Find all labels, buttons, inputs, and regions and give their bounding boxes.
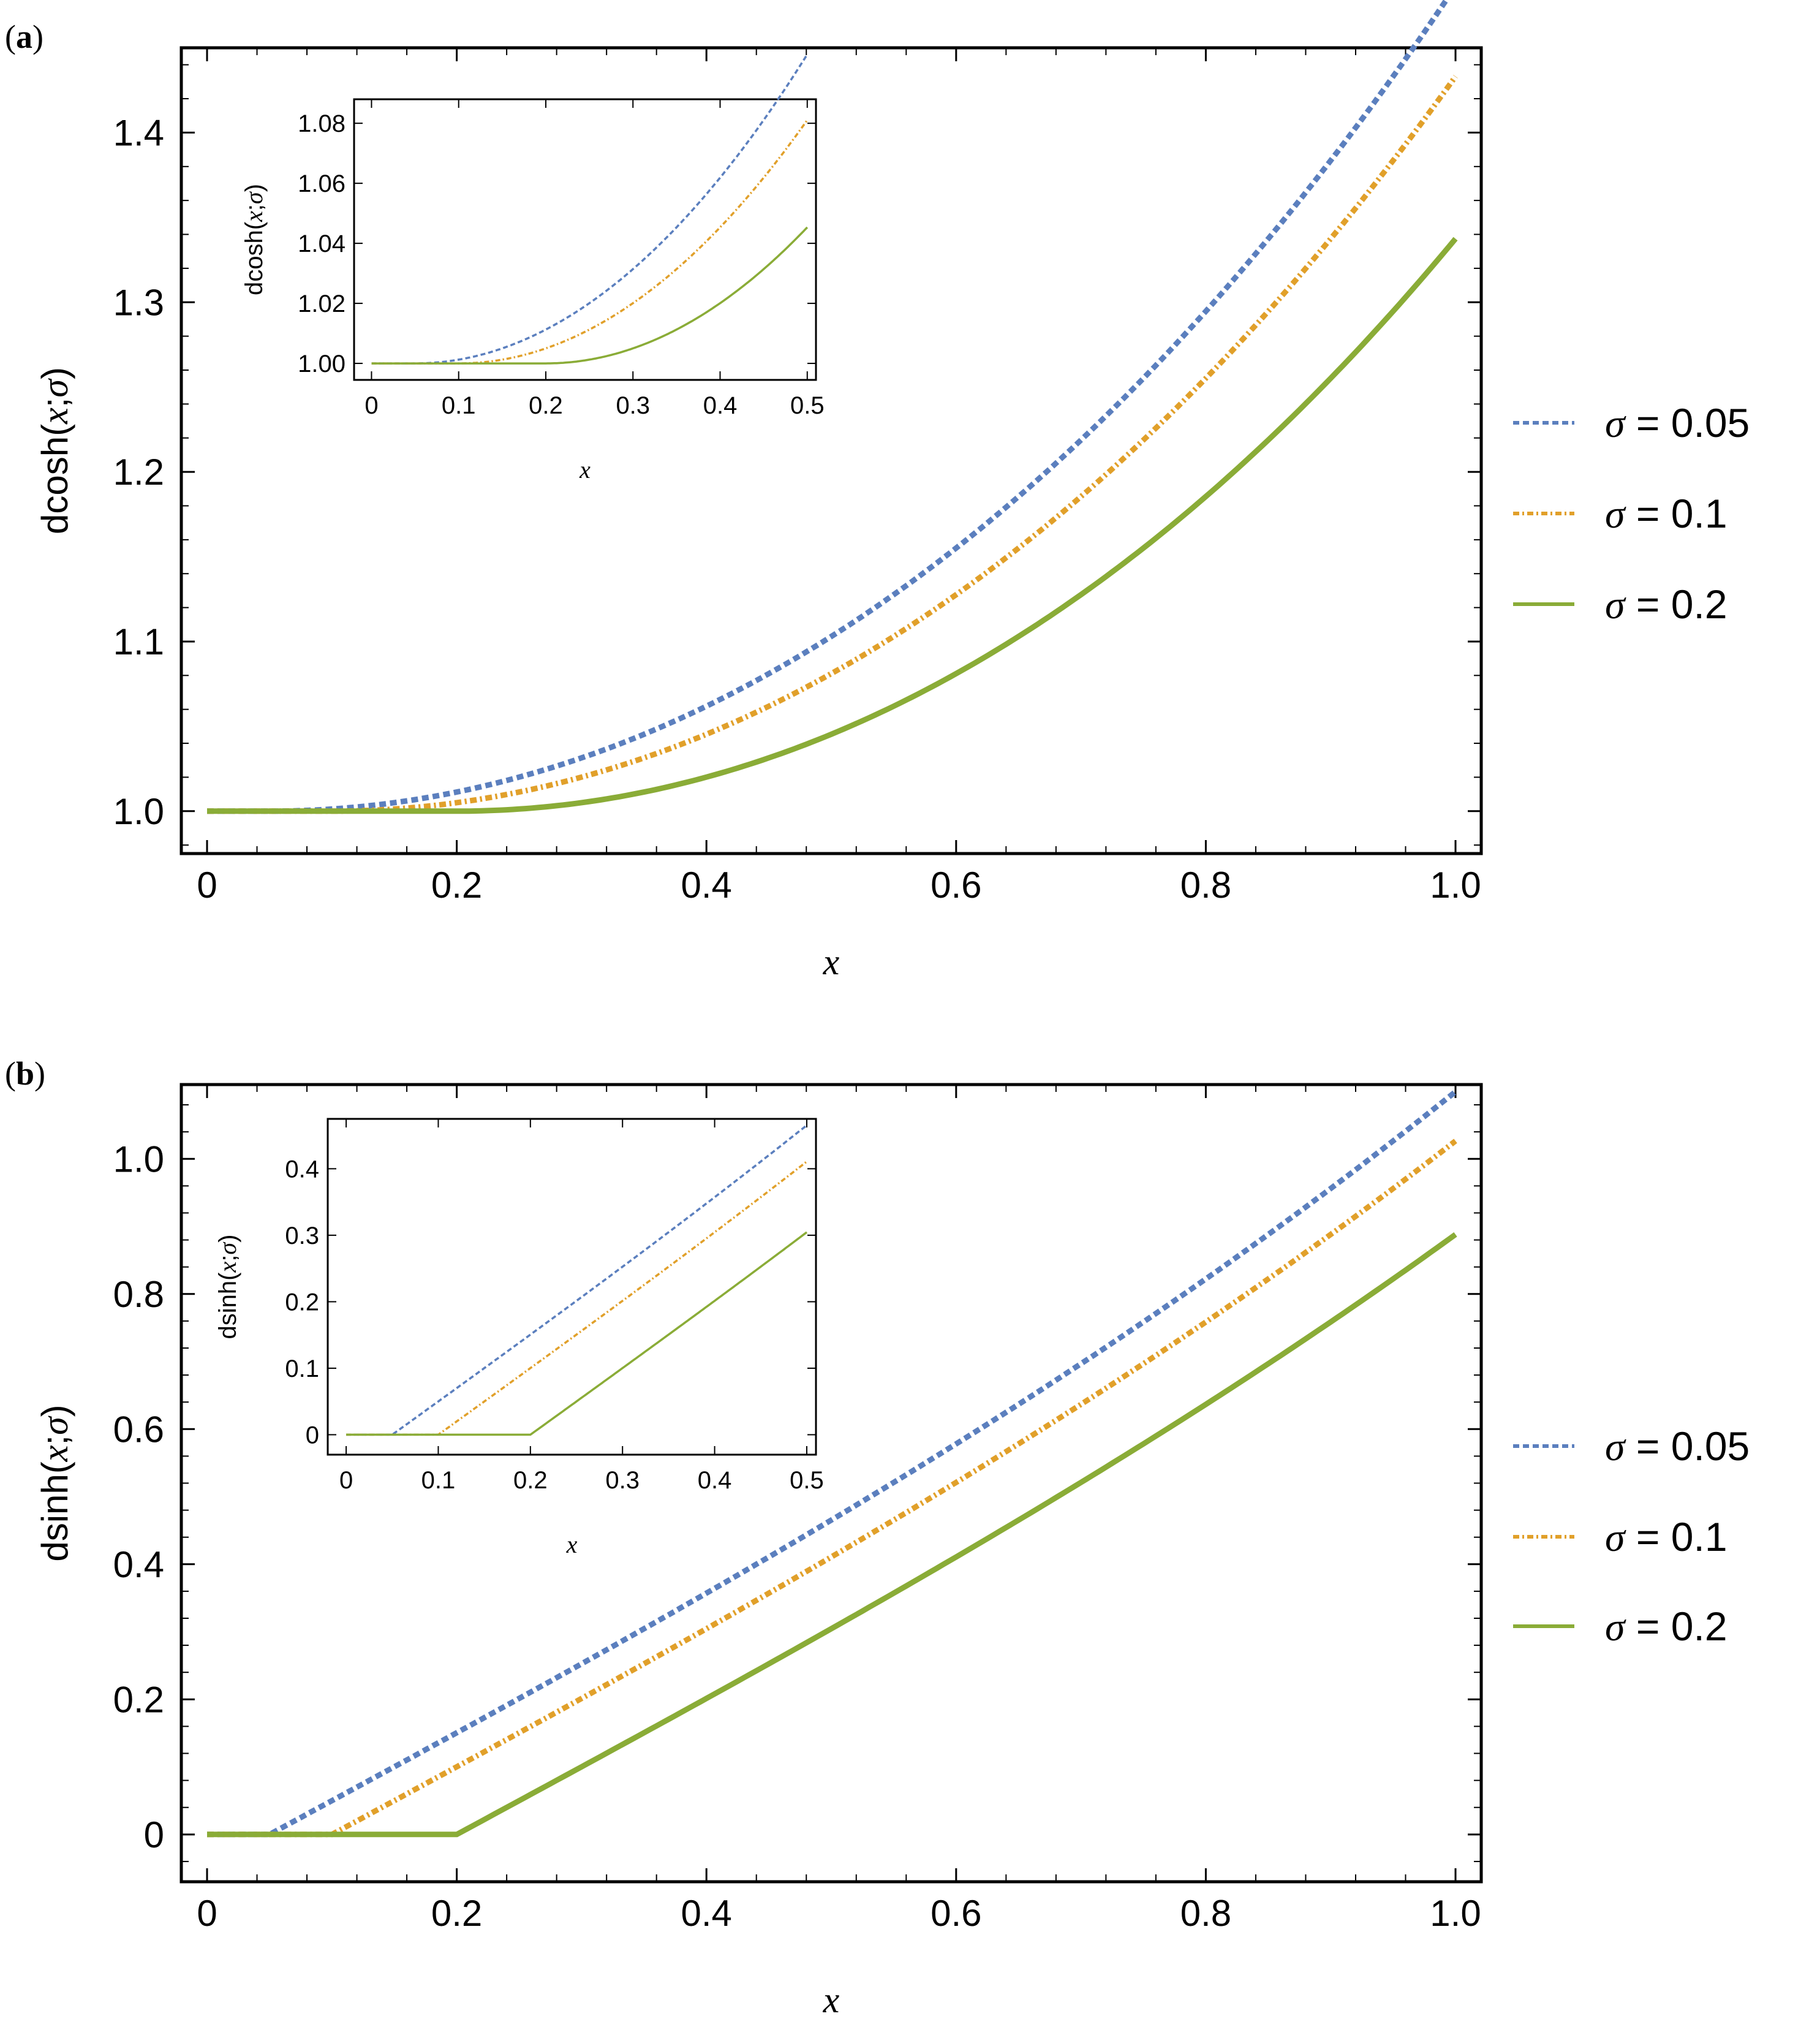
inset-frame [353,98,817,381]
legend-sigma: σ [1605,492,1626,537]
y-tick-label: 1.4 [113,112,164,153]
series-line-2 [207,1232,1457,1838]
inset-series-line-0 [346,1124,808,1436]
legend-sigma: σ [1605,583,1626,627]
inset-x-tick-label: 0.5 [790,392,825,419]
inset-x-tick-label: 0.2 [513,1467,548,1494]
y-tick-label: 0.8 [113,1274,164,1315]
inset-series-line-2 [346,1231,808,1436]
inset-x-tick-label: 0 [364,392,378,419]
inset-x-tick-label: 0.1 [442,392,476,419]
inset-x-axis-title: x [579,456,591,483]
y-tick-label: 1.0 [113,1138,164,1180]
x-tick-label: 0.6 [931,1893,981,1934]
inset-y-tick-label: 0.4 [285,1156,319,1183]
legend-value: = 0.2 [1625,581,1727,627]
inset-x-axis-title: x [566,1531,578,1558]
inset-y-axis-title: dsinh(x;σ) [214,1235,241,1339]
legend-label-0: σ = 0.05 [1605,400,1750,446]
inset-y-tick-label: 1.00 [298,350,345,377]
plot-frame [179,46,1483,855]
inset-x-tick-label: 0 [339,1467,353,1494]
inset-series-line-1 [346,1161,808,1436]
panel-letter: (a) [5,18,43,55]
x-tick-label: 1.0 [1430,865,1481,906]
y-tick-label: 1.2 [113,452,164,493]
legend-label-1: σ = 0.1 [1605,491,1727,537]
inset-y-tick-label: 1.08 [298,110,345,137]
y-tick-label: 1.0 [113,791,164,832]
x-tick-label: 0 [197,1893,217,1934]
y-tick-label: 0.4 [113,1544,164,1585]
y-tick-label: 0 [144,1814,164,1855]
x-axis-title: x [823,942,840,982]
legend-sigma: σ [1605,401,1626,446]
x-tick-label: 0.4 [681,1893,731,1934]
legend-label-2: σ = 0.2 [1605,1604,1727,1650]
inset-y-tick-label: 0 [306,1422,319,1449]
inset-y-tick-label: 1.06 [298,170,345,197]
x-tick-label: 0.8 [1180,1893,1231,1934]
inset-y-tick-label: 0.1 [285,1355,319,1382]
legend-label-1: σ = 0.1 [1605,1514,1727,1560]
y-tick-label: 1.1 [113,621,164,662]
inset-y-tick-label: 1.04 [298,230,345,257]
inset-x-tick-label: 0.3 [616,392,650,419]
x-tick-label: 0.8 [1180,865,1231,906]
inset-y-tick-label: 0.3 [285,1222,319,1249]
inset-y-axis-title: dcosh(x;σ) [240,184,268,295]
x-tick-label: 0 [197,865,217,906]
inset-y-tick-label: 1.02 [298,290,345,317]
series-line-2 [207,237,1458,814]
inset-x-tick-label: 0.1 [421,1467,456,1494]
panel-letter-text: b [16,1055,34,1092]
inset-x-tick-label: 0.3 [605,1467,640,1494]
legend: σ = 0.05σ = 0.1σ = 0.2 [1513,400,1750,627]
legend-label-0: σ = 0.05 [1605,1423,1750,1469]
y-axis-title: dsinh(x;σ) [34,1404,75,1561]
legend: σ = 0.05σ = 0.1σ = 0.2 [1513,1423,1750,1650]
x-tick-label: 0.2 [431,865,482,906]
y-tick-label: 0.2 [113,1679,164,1720]
inset: 0 0.1 0.2 0.3 0.4 0.5 0 0.1 0.2 0.3 0.4 x dsinh(x;σ) [214,1118,824,1558]
legend-value: = 0.2 [1625,1604,1727,1649]
series-line-1 [207,75,1458,814]
legend-value: = 0.1 [1625,1514,1727,1559]
x-tick-label: 0.4 [681,865,731,906]
legend-sigma: σ [1605,1605,1626,1650]
panel-letter: (b) [5,1055,45,1092]
panel-letter-text: a [16,18,32,55]
y-tick-label: 1.3 [113,282,164,323]
inset-series-line-2 [371,226,809,365]
inset-x-tick-label: 0.2 [529,392,563,419]
y-axis-title: dcosh(x;σ) [34,367,75,534]
legend-value: = 0.05 [1625,400,1750,445]
legend-value: = 0.1 [1625,491,1727,536]
legend-sigma: σ [1605,1425,1626,1469]
y-tick-label: 0.6 [113,1409,164,1450]
inset-x-tick-label: 0.4 [703,392,738,419]
inset-x-tick-label: 0.4 [698,1467,732,1494]
inset-series-line-0 [371,53,809,365]
x-tick-label: 0.2 [431,1893,482,1934]
legend-sigma: σ [1605,1515,1626,1560]
series-line-0 [207,1089,1457,1838]
inset-y-tick-label: 0.2 [285,1289,319,1316]
panel-a: (a) 0 0.2 0.4 0.6 0.8 1.0 1.0 1.1 1.2 1.3 1.4 x dcosh… [5,0,1750,982]
inset-x-tick-label: 0.5 [790,1467,824,1494]
inset: 0 0.1 0.2 0.3 0.4 0.5 1.00 1.02 1.04 1.06 1.08 x dco… [240,53,825,483]
x-tick-label: 1.0 [1430,1893,1481,1934]
legend-label-2: σ = 0.2 [1605,581,1727,627]
legend-value: = 0.05 [1625,1423,1750,1469]
x-axis-title: x [823,1980,840,2019]
x-tick-label: 0.6 [931,865,981,906]
series-line-0 [207,0,1450,814]
panel-b: (b) 0 0.2 0.4 0.6 0.8 1.0 0 0.2 0.4 0.6 0.8 1.0 x dsin… [5,1055,1750,2019]
series-line-1 [207,1138,1457,1838]
